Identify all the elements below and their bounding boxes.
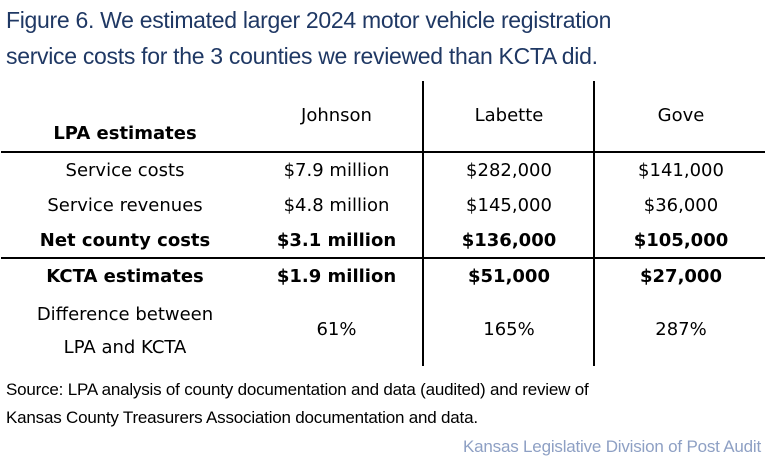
source-note-line-2: Kansas County Treasurers Association doc… xyxy=(6,408,478,427)
cell-value: $3.1 million xyxy=(276,230,397,251)
cell-value: $282,000 xyxy=(466,160,552,181)
figure-title-line-1: Figure 6. We estimated larger 2024 motor… xyxy=(6,7,612,33)
agency-credit: Kansas Legislative Division of Post Audi… xyxy=(463,437,761,456)
cell-value: $136,000 xyxy=(461,230,557,251)
source-note: Source: LPA analysis of county documenta… xyxy=(6,376,589,432)
source-note-line-1: Source: LPA analysis of county documenta… xyxy=(6,380,589,399)
cell-value: 287% xyxy=(655,319,707,340)
cell-value: $4.8 million xyxy=(283,195,390,216)
cell-value: $1.9 million xyxy=(276,266,397,287)
header-divider xyxy=(1,151,765,153)
cell-value: 165% xyxy=(483,319,535,340)
column-header-gove: Gove xyxy=(657,105,705,126)
row-label-service-revenues: Service revenues xyxy=(47,195,203,216)
column-header-labette: Labette xyxy=(474,105,544,126)
cell-value: $105,000 xyxy=(633,230,729,251)
column-divider-1 xyxy=(422,81,424,366)
column-header-johnson: Johnson xyxy=(301,105,372,126)
row-header-lpa-estimates: LPA estimates xyxy=(53,123,197,144)
figure-title: Figure 6. We estimated larger 2024 motor… xyxy=(6,2,766,74)
kcta-divider xyxy=(1,257,765,259)
cell-value: $141,000 xyxy=(638,160,724,181)
cell-value: $7.9 million xyxy=(283,160,390,181)
cell-value: $27,000 xyxy=(640,266,722,287)
cell-value: $36,000 xyxy=(643,195,719,216)
column-divider-2 xyxy=(593,81,595,366)
row-label-service-costs: Service costs xyxy=(65,160,185,181)
cell-value: $145,000 xyxy=(466,195,552,216)
cell-value: 61% xyxy=(316,319,357,340)
row-label-net-county-costs: Net county costs xyxy=(39,230,211,251)
row-label-kcta-estimates: KCTA estimates xyxy=(46,266,204,287)
row-label-difference-line-2: LPA and KCTA xyxy=(63,337,187,358)
cell-value: $51,000 xyxy=(468,266,550,287)
row-label-difference-line-1: Difference between xyxy=(36,304,214,325)
figure-title-line-2: service costs for the 3 counties we revi… xyxy=(6,43,598,69)
